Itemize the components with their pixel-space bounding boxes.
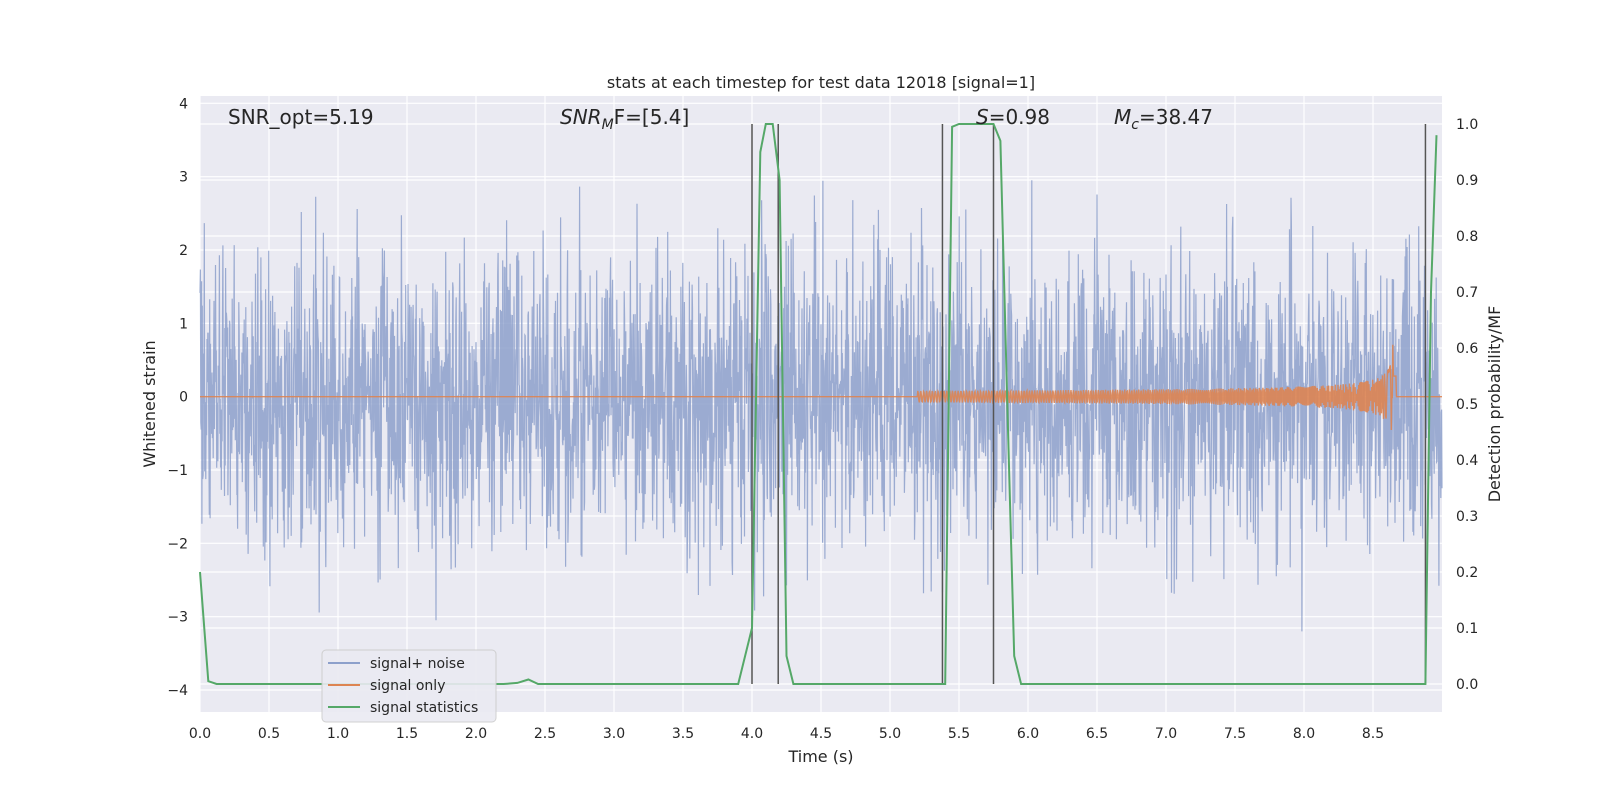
signal-statistics-line (199, 123, 1438, 685)
y2-tick-label: 0.3 (1456, 509, 1478, 525)
y2-axis-ticks: 0.0 0.1 0.2 0.3 0.4 0.5 0.6 0.7 0.8 0.9 1.0 (1456, 117, 1478, 693)
annotation-snr-mf: SNRMF=[5.4] (560, 105, 689, 133)
x-tick-label: 0.0 (189, 726, 211, 742)
y-tick-label: −2 (167, 536, 188, 552)
y2-tick-label: 0.5 (1456, 397, 1478, 413)
y-tick-label: 2 (179, 243, 188, 259)
y-axis-ticks: −4 −3 −2 −1 0 1 2 3 4 (167, 96, 188, 699)
y-tick-label: −4 (167, 683, 188, 699)
y2-tick-label: 0.4 (1456, 453, 1478, 469)
x-tick-label: 3.5 (672, 726, 694, 742)
y-axis-label: Whitened strain (140, 340, 159, 467)
y-tick-label: 1 (179, 316, 188, 332)
x-tick-label: 4.0 (741, 726, 763, 742)
annotation-s-stat: S=0.98 (976, 105, 1050, 129)
series-signal-only (200, 344, 1442, 431)
y2-tick-label: 0.2 (1456, 565, 1478, 581)
x-tick-label: 7.5 (1224, 726, 1246, 742)
chart-title: stats at each timestep for test data 120… (607, 73, 1035, 92)
y2-tick-label: 0.6 (1456, 341, 1478, 357)
x-tick-label: 5.5 (948, 726, 970, 742)
x-axis-ticks: 0.0 0.5 1.0 1.5 2.0 2.5 3.0 3.5 4.0 4.5 5.0 5.5 6.0 6… (189, 726, 1384, 742)
legend-item-signal-plus-noise: signal+ noise (328, 656, 465, 672)
y2-tick-label: 1.0 (1456, 117, 1478, 133)
annotation-snr-opt: SNR_opt=5.19 (228, 105, 374, 129)
x-axis-label: Time (s) (787, 747, 853, 766)
signal-only-line (200, 344, 1442, 431)
y-tick-label: 0 (179, 390, 188, 406)
legend-label-signal-statistics: signal statistics (370, 700, 478, 716)
x-tick-label: 4.5 (810, 726, 832, 742)
y-tick-label: 3 (179, 170, 188, 186)
y2-tick-label: 0.7 (1456, 285, 1478, 301)
annotation-mc-sub: c (1131, 117, 1139, 133)
x-tick-label: 6.5 (1086, 726, 1108, 742)
annotation-mc-base: M (1114, 105, 1131, 129)
x-tick-label: 2.0 (465, 726, 487, 742)
y2-tick-label: 0.1 (1456, 621, 1478, 637)
x-tick-label: 0.5 (258, 726, 280, 742)
x-tick-label: 6.0 (1017, 726, 1039, 742)
y-tick-label: −3 (167, 610, 188, 626)
annotation-snr-mf-rest: F=[5.4] (614, 105, 690, 129)
x-tick-label: 3.0 (603, 726, 625, 742)
x-tick-label: 7.0 (1155, 726, 1177, 742)
annotation-s-stat-rest: =0.98 (989, 105, 1050, 129)
legend: signal+ noise signal only signal statist… (321, 649, 497, 723)
series-signal-statistics (199, 123, 1438, 685)
annotation-mc-rest: =38.47 (1139, 105, 1213, 129)
x-tick-label: 1.0 (327, 726, 349, 742)
y-tick-label: 4 (179, 96, 188, 112)
legend-item-signal-statistics: signal statistics (328, 700, 478, 716)
legend-box (321, 649, 497, 723)
vertical-markers (751, 124, 1427, 684)
x-tick-label: 5.0 (879, 726, 901, 742)
annotation-snr-mf-base: SNR (560, 105, 602, 129)
y2-axis-label: Detection probability/MF (1485, 306, 1504, 503)
y-tick-label: −1 (167, 463, 188, 479)
y2-tick-label: 0.8 (1456, 229, 1478, 245)
y2-tick-label: 0.9 (1456, 173, 1478, 189)
y2-tick-label: 0.0 (1456, 677, 1478, 693)
annotation-snr-mf-sub: M (602, 117, 614, 133)
annotation-s-stat-base: S (976, 105, 989, 129)
legend-label-signal-plus-noise: signal+ noise (370, 656, 465, 672)
x-tick-label: 1.5 (396, 726, 418, 742)
legend-item-signal-only: signal only (328, 678, 445, 694)
x-tick-label: 2.5 (534, 726, 556, 742)
x-tick-label: 8.5 (1362, 726, 1384, 742)
annotation-mc: Mc=38.47 (1114, 105, 1213, 133)
x-tick-label: 8.0 (1293, 726, 1315, 742)
legend-label-signal-only: signal only (370, 678, 445, 694)
